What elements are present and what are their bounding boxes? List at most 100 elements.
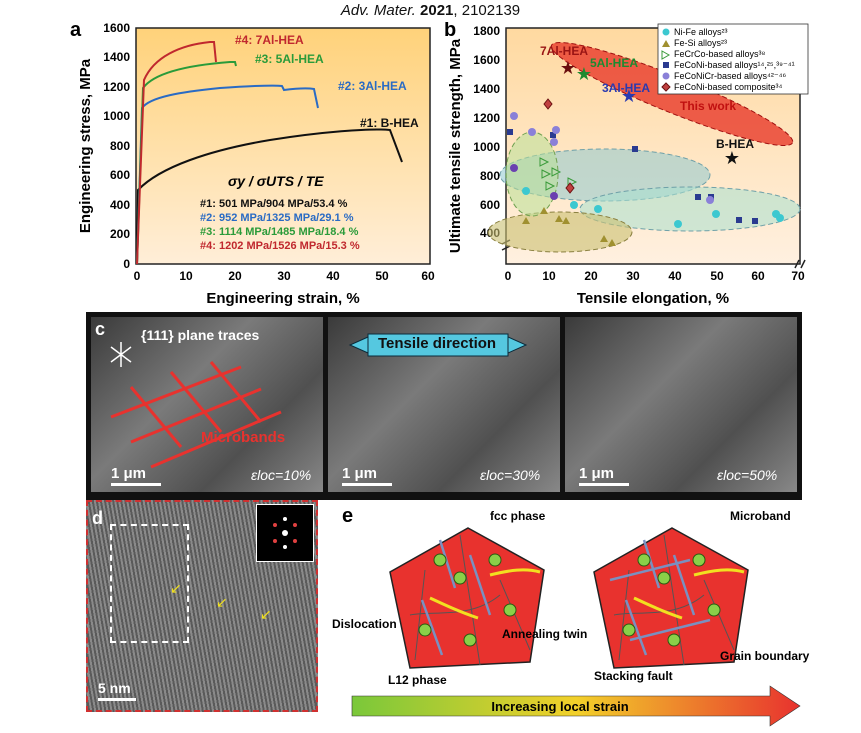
xtick: 30 <box>626 269 640 283</box>
marker-ni-fe <box>674 220 682 228</box>
microbands-label: Microbands <box>201 429 286 446</box>
marker-ni-fe <box>570 201 578 209</box>
region-ni-fe <box>579 186 801 232</box>
arrow-right-icon <box>507 336 528 354</box>
legend-marker-feconi <box>663 62 669 68</box>
legend-feconi: FeCoNi-based alloys¹⁴,²⁵,³⁹⁻⁴¹ <box>674 60 795 70</box>
l12-particles <box>418 553 517 647</box>
panel-a-letter: a <box>70 22 82 41</box>
label-dislocation: Dislocation <box>332 617 397 631</box>
ytick: 1000 <box>473 140 500 154</box>
scale-bar-label: 1 μm <box>342 465 378 482</box>
fft-inset <box>256 504 314 562</box>
legend-row-4: #4: 1202 MPa/1526 MPa/15.3 % <box>200 240 360 252</box>
xtick: 70 <box>791 269 805 283</box>
label-7al: 7Al-HEA <box>540 44 588 58</box>
panel-c-letter: c <box>95 319 106 339</box>
ytick: 600 <box>110 168 130 182</box>
curve-3al-hea <box>136 84 319 265</box>
arrow-left-icon <box>348 336 369 354</box>
marker-feconicr <box>706 196 714 204</box>
panel-c-sem-images: {111} plane traces Microbands 1 μm εloc=… <box>86 312 802 500</box>
ytick: 1200 <box>103 80 130 94</box>
ytick: 0 <box>123 257 130 271</box>
label-l12: L12 phase <box>388 673 447 687</box>
this-work-label: This work <box>680 99 736 113</box>
label-fcc: fcc phase <box>490 509 546 523</box>
ytick: 800 <box>480 169 500 183</box>
label-3al: 3Al-HEA <box>602 81 650 95</box>
ytick: 1400 <box>473 82 500 96</box>
label-3al: #2: 3Al-HEA <box>338 79 407 93</box>
sem-image-30: Tensile direction 1 μm εloc=30% <box>328 317 560 492</box>
journal-citation: Adv. Mater. 2021, 2102139 <box>340 2 521 19</box>
xtick: 60 <box>421 269 435 283</box>
xtick: 10 <box>179 269 193 283</box>
defect-arrow-icon: ↙ <box>216 594 228 610</box>
region-box <box>110 524 189 643</box>
marker-feconicr <box>552 126 560 134</box>
scale-bar <box>342 483 392 486</box>
marker-composite <box>543 98 553 110</box>
microband-lines <box>609 539 711 656</box>
xtick: 50 <box>375 269 389 283</box>
legend-header: σy / σUTS / TE <box>228 173 324 189</box>
panel-a-xlabel: Engineering strain, % <box>206 290 359 307</box>
star-b-hea: ★ <box>724 148 740 168</box>
legend-feconicr: FeCoNiCr-based alloys⁴²⁻⁴⁶ <box>674 71 787 81</box>
label-b-hea: #1: B-HEA <box>360 116 419 130</box>
journal-year: 2021 <box>420 2 454 19</box>
xtick: 20 <box>584 269 598 283</box>
marker-feconicr <box>550 192 558 200</box>
ytick: 1200 <box>473 111 500 125</box>
plane-traces-label: {111} plane traces <box>141 327 260 343</box>
legend-marker-feconicr <box>662 72 670 80</box>
marker-fe-si <box>608 239 616 246</box>
label-7al: #4: 7Al-HEA <box>235 33 304 47</box>
label-grain: Grain boundary <box>720 649 810 663</box>
curve-b-hea <box>136 128 403 265</box>
grain-boundaries <box>409 534 531 666</box>
legend-fe-si: Fe-Si alloys²³ <box>674 38 727 48</box>
ytick: 200 <box>110 227 130 241</box>
grain-boundaries <box>613 534 735 666</box>
legend-row-2: #2: 952 MPa/1325 MPa/29.1 % <box>200 212 354 224</box>
stacking-fault-lines <box>633 568 745 620</box>
legend-row-3: #3: 1114 MPa/1485 MPa/18.4 % <box>200 226 359 238</box>
marker-composite <box>565 182 575 194</box>
marker-feconi <box>632 146 638 152</box>
ytick: 1600 <box>473 53 500 67</box>
marker-fe-si <box>540 207 548 214</box>
marker-feconi <box>550 132 556 138</box>
twin-lines <box>420 539 492 656</box>
marker-ni-fe <box>776 214 784 222</box>
strain-arrow-label: Increasing local strain <box>491 699 628 714</box>
scale-bar <box>111 483 161 486</box>
xtick: 0 <box>134 269 141 283</box>
marker-feconi <box>507 129 513 135</box>
marker-fecrco <box>539 157 550 167</box>
marker-ni-fe <box>712 210 720 218</box>
ytick: 400 <box>110 198 130 212</box>
journal-name: Adv. Mater. <box>340 2 416 19</box>
panel-a-ylabel: Engineering stress, MPa <box>77 58 94 233</box>
marker-fecrco <box>567 177 578 187</box>
legend-marker-fe-si <box>662 40 670 47</box>
label-stacking: Stacking fault <box>594 669 673 683</box>
label-b-hea: B-HEA <box>716 137 754 151</box>
legend-fecrco: FeCrCo-based alloys³⁸ <box>674 49 766 59</box>
marker-feconicr <box>550 138 558 146</box>
marker-feconicr <box>510 164 518 172</box>
marker-fe-si <box>562 217 570 224</box>
panel-e-schematic: e fcc phase Microband Dislocation Anneal… <box>332 505 810 727</box>
ytick: 1800 <box>473 24 500 38</box>
xtick: 20 <box>228 269 242 283</box>
marker-fe-si <box>555 215 563 222</box>
marker-feconicr <box>510 112 518 120</box>
defect-arrow-icon: ↙ <box>170 580 182 596</box>
marker-fe-si <box>600 235 608 242</box>
legend-marker-composite <box>661 82 671 92</box>
panel-a-xticks: 0 10 20 30 40 50 60 <box>134 269 435 283</box>
ytick: 800 <box>110 139 130 153</box>
star-7al: ★ <box>560 58 576 78</box>
